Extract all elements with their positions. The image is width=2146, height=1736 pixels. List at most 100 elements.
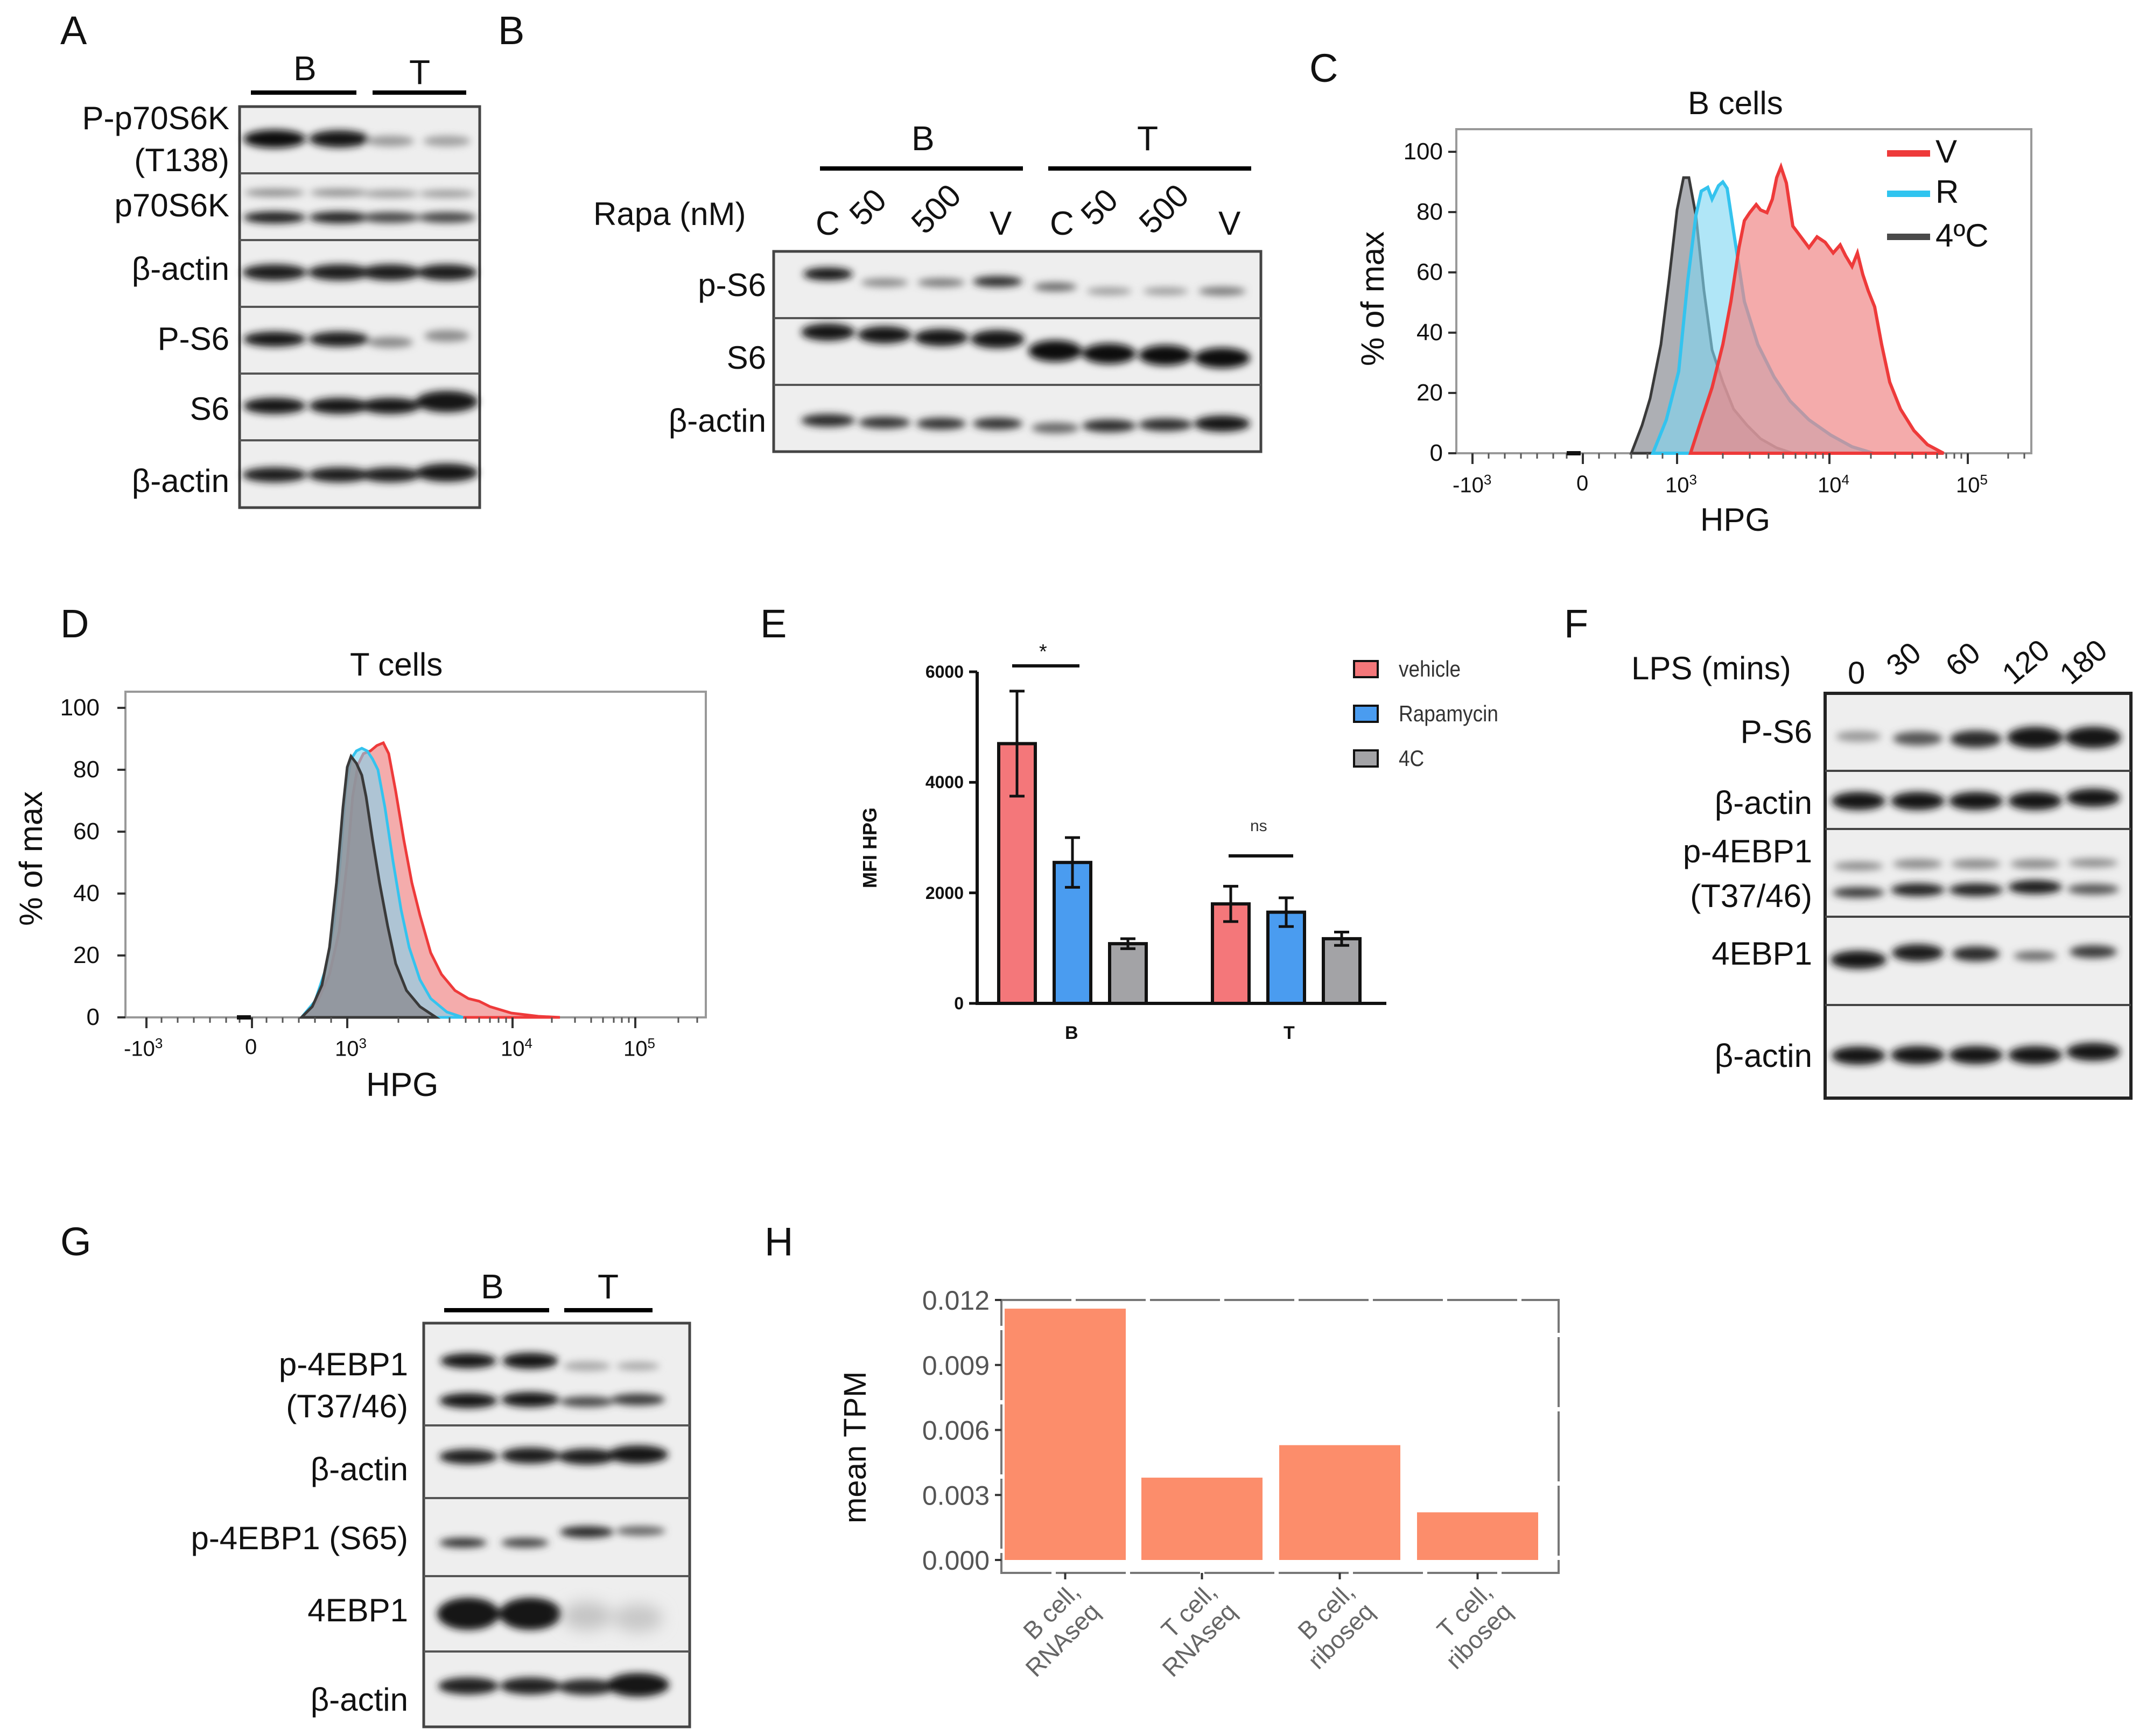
- histogram-c: [1448, 128, 2032, 464]
- blot-a-row-label: p70S6K: [114, 187, 229, 223]
- panel-label-b: B: [498, 8, 525, 53]
- h-ylabel: mean TPM: [838, 1371, 873, 1523]
- hist-d-xtick-1e3: 103: [335, 1035, 367, 1061]
- blot-f-treatment-label: LPS (mins): [1631, 650, 1791, 686]
- h-ytick-label: 0.006: [922, 1416, 990, 1446]
- hist-c-xtick-neg: -103: [1453, 472, 1492, 497]
- blot-g-group-b: B: [481, 1267, 504, 1306]
- h-xtick-label: B cell,riboseq: [1282, 1577, 1379, 1674]
- blot-g-row-label: p-4EBP1 (S65): [191, 1520, 408, 1556]
- e-ytick: 0: [954, 994, 964, 1013]
- hist-c-ytick: 60: [1416, 259, 1443, 285]
- hist-c-ytick: 20: [1416, 379, 1443, 406]
- e-bar-4c-b: [1108, 942, 1148, 1005]
- hist-c-ytick: 40: [1416, 319, 1443, 346]
- blot-b-lane: V: [990, 205, 1012, 242]
- hist-c-title: B cells: [1688, 85, 1783, 121]
- legend-swatch-vehicle: [1353, 660, 1379, 678]
- hist-c-ytick: 0: [1429, 440, 1443, 466]
- blot-a-row-label: (T138): [134, 142, 229, 178]
- hist-c-vehicle: [1688, 162, 1945, 455]
- blot-g-row-label: β-actin: [310, 1682, 408, 1718]
- hist-d-xtick-zero: 0: [245, 1035, 257, 1059]
- blot-g-group-t: T: [598, 1267, 619, 1306]
- hist-c-legend-r: R: [1935, 174, 1959, 210]
- bar-chart-e: [969, 660, 1386, 1006]
- blot-b-lane: C: [816, 205, 840, 242]
- hist-c-xtick-1e5: 105: [1956, 472, 1988, 497]
- e-significance-star: *: [1039, 641, 1047, 663]
- hist-d-xlabel: HPG: [366, 1066, 439, 1104]
- hist-c-ylabel: % of max: [1355, 231, 1391, 366]
- h-ytick-label: 0.012: [922, 1285, 990, 1316]
- blot-f-row-label: β-actin: [1714, 1038, 1812, 1074]
- blot-b-lane: C: [1050, 205, 1074, 242]
- panel-label-e: E: [760, 601, 787, 646]
- bar-chart-h: 0.000 0.003 0.006 0.009 0.012 B cell,RNAseq T …: [922, 1285, 1560, 1682]
- e-legend-rapamycin: Rapamycin: [1399, 701, 1498, 726]
- hist-c-ytick: 80: [1416, 199, 1443, 225]
- e-significance-ns: ns: [1250, 817, 1267, 835]
- h-bar-1: [1005, 1309, 1126, 1560]
- blot-b-row-label: S6: [726, 340, 766, 376]
- hist-c-xtick-1e3: 103: [1665, 472, 1697, 497]
- blot-b-row-label: β-actin: [668, 403, 766, 439]
- blot-b: [772, 166, 1263, 453]
- blot-a-row-label: S6: [190, 391, 229, 427]
- blot-a-row-label: P-S6: [157, 321, 229, 357]
- blot-b-row-label: p-S6: [698, 267, 766, 303]
- hist-d-ytick: 60: [73, 818, 100, 845]
- e-bar-4c-t: [1322, 937, 1362, 1006]
- blot-g-row-label: β-actin: [310, 1451, 408, 1487]
- h-xtick-label: T cell,riboseq: [1420, 1577, 1517, 1674]
- e-legend-vehicle: vehicle: [1399, 656, 1461, 681]
- hist-d-title: T cells: [350, 646, 443, 683]
- legend-swatch-rapamycin: [1353, 705, 1379, 723]
- blot-a: [238, 90, 481, 509]
- blot-a-row-label: P-p70S6K: [82, 100, 229, 136]
- e-ytick: 4000: [925, 772, 964, 792]
- hist-d-ytick: 40: [73, 880, 100, 906]
- blot-f-row-label: β-actin: [1714, 785, 1812, 821]
- h-ytick-label: 0.009: [922, 1351, 990, 1381]
- blot-f-row-label: P-S6: [1740, 714, 1812, 750]
- blot-f-row-label: p-4EBP1: [1682, 833, 1812, 869]
- blot-f: [1824, 692, 2133, 1100]
- hist-c-xtick-1e4: 104: [1818, 472, 1849, 497]
- e-legend: [1353, 660, 1379, 768]
- blot-g-row-label: p-4EBP1: [278, 1346, 408, 1382]
- blot-b-group-b: B: [911, 119, 935, 158]
- blot-g-row-label: (T37/46): [286, 1388, 408, 1424]
- hist-d-ytick: 20: [73, 942, 100, 968]
- blot-f-lane: 0: [1848, 656, 1866, 691]
- panel-label-a: A: [60, 8, 87, 53]
- hist-c-legend-v: V: [1935, 133, 1958, 170]
- blot-a-group-t: T: [409, 53, 431, 92]
- hist-c-xtick-zero: 0: [1576, 472, 1589, 495]
- h-bar-3: [1279, 1445, 1400, 1560]
- hist-d-xtick-neg: -103: [124, 1035, 163, 1061]
- blot-b-treatment-label: Rapa (nM): [593, 196, 746, 232]
- hist-c-ytick: 100: [1403, 138, 1443, 165]
- blot-a-row-label: β-actin: [131, 251, 229, 287]
- legend-swatch-4c: [1353, 749, 1379, 768]
- hist-d-xtick-1e4: 104: [501, 1035, 532, 1061]
- hist-d-ytick: 80: [73, 756, 100, 783]
- hist-d-ytick: 100: [60, 694, 100, 721]
- panel-label-h: H: [765, 1219, 794, 1264]
- panel-label-g: G: [60, 1219, 92, 1264]
- histogram-d: [117, 691, 707, 1028]
- e-legend-4c: 4C: [1399, 746, 1425, 771]
- hist-d-xtick-1e5: 105: [623, 1035, 655, 1061]
- hist-c-xlabel: HPG: [1700, 502, 1771, 538]
- h-bar-4: [1417, 1512, 1538, 1560]
- blot-a-row-label: β-actin: [131, 463, 229, 499]
- hist-d-4c: [298, 753, 441, 1019]
- hist-c-legend-4c: 4ºC: [1935, 217, 1989, 254]
- blot-f-row-label: 4EBP1: [1712, 936, 1812, 972]
- blot-b-lane: V: [1218, 205, 1241, 242]
- h-ytick-label: 0.000: [922, 1545, 990, 1576]
- h-xtick-label: T cell,RNAseq: [1137, 1577, 1242, 1682]
- e-ylabel: MFI HPG: [859, 807, 881, 888]
